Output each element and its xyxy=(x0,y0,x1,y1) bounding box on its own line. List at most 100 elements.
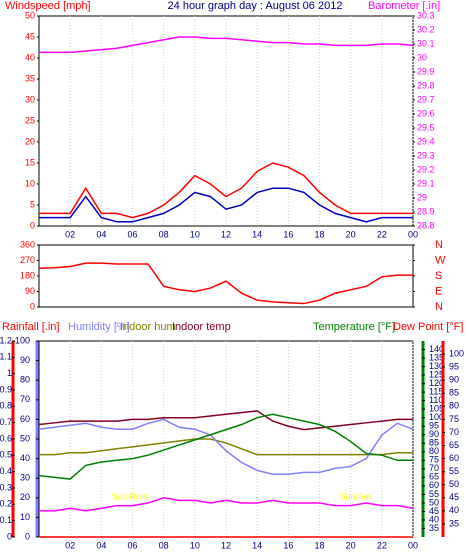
axis-tick-label: 95 xyxy=(429,421,439,431)
x-tick-label: 20 xyxy=(346,229,356,239)
axis-tick-label: 85 xyxy=(429,438,439,448)
y-tick-label: 45 xyxy=(25,31,35,41)
axis-tick-label: 0.2 xyxy=(0,499,12,509)
y2-tick-label: E xyxy=(435,285,442,297)
y-tick-label: 50 xyxy=(25,10,35,20)
axis-tick-label: 55 xyxy=(449,466,459,476)
axis-tick-label: 90 xyxy=(449,375,459,385)
x-tick-label: 18 xyxy=(314,540,324,550)
x-tick-label: 04 xyxy=(96,540,106,550)
axis-tick-label: 60 xyxy=(429,480,439,490)
axis-tick-label: 0.4 xyxy=(0,466,12,476)
axis-title: Humidity [%] xyxy=(68,321,130,333)
x-tick-label: 12 xyxy=(221,540,231,550)
annotation: Sun Set xyxy=(339,491,372,501)
axis-tick-label: 60 xyxy=(20,414,30,424)
axis-tick-label: 65 xyxy=(449,440,459,450)
axis-tick-label: 140 xyxy=(429,344,444,354)
axis-tick-label: 50 xyxy=(449,479,459,489)
series-line xyxy=(38,418,414,476)
series-line xyxy=(39,36,414,54)
y2-tick-label: 29.8 xyxy=(417,80,435,90)
axis-tick-label: 100 xyxy=(15,335,30,345)
axis-tick-label: 80 xyxy=(429,446,439,456)
axis-tick-label: 35 xyxy=(429,523,439,533)
axis-tick-label: 80 xyxy=(449,401,459,411)
axis-tick-label: 50 xyxy=(20,433,30,443)
y2-tick-label: N xyxy=(435,239,443,251)
y2-tick-label: N xyxy=(435,301,443,313)
axis-title: Rainfall [.in] xyxy=(2,321,59,333)
y-tick-label: 360 xyxy=(20,239,35,249)
x-tick-label: 08 xyxy=(159,540,169,550)
axis-tick-label: 50 xyxy=(429,497,439,507)
y2-tick-label: 29.6 xyxy=(417,108,435,118)
axis-title: Temperature [°F] xyxy=(313,321,395,333)
axis-tick-label: 95 xyxy=(449,362,459,372)
x-tick-label: 12 xyxy=(221,229,231,239)
series-line xyxy=(39,162,413,219)
y-tick-label: 15 xyxy=(25,157,35,167)
axis-tick-label: 40 xyxy=(20,453,30,463)
y-tick-label: 5 xyxy=(30,199,35,209)
x-tick-label: 18 xyxy=(314,229,324,239)
axis-tick-label: 0.6 xyxy=(0,433,12,443)
y2-tick-label: 30 xyxy=(417,52,427,62)
axis-tick-label: 0.9 xyxy=(0,384,12,394)
x-tick-label: 06 xyxy=(127,229,137,239)
axis-tick-label: 120 xyxy=(429,378,444,388)
x-tick-label: 06 xyxy=(127,540,137,550)
y-tick-label: 0 xyxy=(30,301,35,311)
axis-tick-label: 1 xyxy=(7,368,12,378)
series-line xyxy=(38,410,413,431)
axis-tick-label: 135 xyxy=(429,352,444,362)
axis-tick-label: 105 xyxy=(429,404,444,414)
y-tick-label: 270 xyxy=(20,255,35,265)
axis-tick-label: 70 xyxy=(429,463,439,473)
y2-tick-label: 29 xyxy=(417,192,427,202)
axis-tick-label: 1.1 xyxy=(0,352,12,362)
series-line xyxy=(39,438,413,456)
axis-tick-label: 110 xyxy=(429,395,443,405)
axis-tick-label: 75 xyxy=(429,455,439,465)
axis-tick-label: 70 xyxy=(449,427,459,437)
axis-tick-label: 125 xyxy=(429,369,444,379)
axis-tick-label: 0.7 xyxy=(0,417,12,427)
x-tick-label: 00 xyxy=(408,540,418,550)
x-tick-label: 00 xyxy=(408,229,418,239)
axis-tick-label: 10 xyxy=(20,512,30,522)
y2-tick-label: 29.4 xyxy=(417,136,435,146)
axis-tick-label: 85 xyxy=(449,388,459,398)
axis-tick-label: 45 xyxy=(429,506,439,516)
x-tick-label: 14 xyxy=(252,540,262,550)
x-tick-label: 14 xyxy=(252,229,262,239)
axis-tick-label: 40 xyxy=(449,505,459,515)
y-tick-label: 180 xyxy=(20,270,35,280)
x-tick-label: 08 xyxy=(159,229,169,239)
x-tick-label: 22 xyxy=(377,229,387,239)
y2-tick-label: 29.7 xyxy=(417,94,435,104)
y-tick-label: 20 xyxy=(25,136,35,146)
annotation: Sun Rise xyxy=(111,491,148,501)
axis-tick-label: 35 xyxy=(449,518,459,528)
y2-tick-label: 29.5 xyxy=(417,122,435,132)
y-tick-label: 0 xyxy=(30,220,35,230)
x-tick-label: 22 xyxy=(377,540,387,550)
y2-tick-label: 30.1 xyxy=(417,38,435,48)
y-tick-label: 25 xyxy=(25,115,35,125)
axis-title: Dew Point [°F] xyxy=(393,321,463,333)
y-tick-label: 35 xyxy=(25,73,35,83)
axis-tick-label: 60 xyxy=(449,453,459,463)
series-line xyxy=(39,187,413,223)
axis-tick-label: 1.2 xyxy=(0,335,12,345)
legend-entry: Indoor temp xyxy=(172,321,231,333)
axis-tick-label: 80 xyxy=(20,375,30,385)
axis-tick-label: 0.3 xyxy=(0,482,12,492)
x-tick-label: 16 xyxy=(283,229,293,239)
axis-tick-label: 0 xyxy=(7,531,12,541)
axis-tick-label: 40 xyxy=(429,514,439,524)
axis-tick-label: 0.5 xyxy=(0,450,12,460)
axis-tick-label: 0.8 xyxy=(0,401,12,411)
x-tick-label: 16 xyxy=(283,540,293,550)
